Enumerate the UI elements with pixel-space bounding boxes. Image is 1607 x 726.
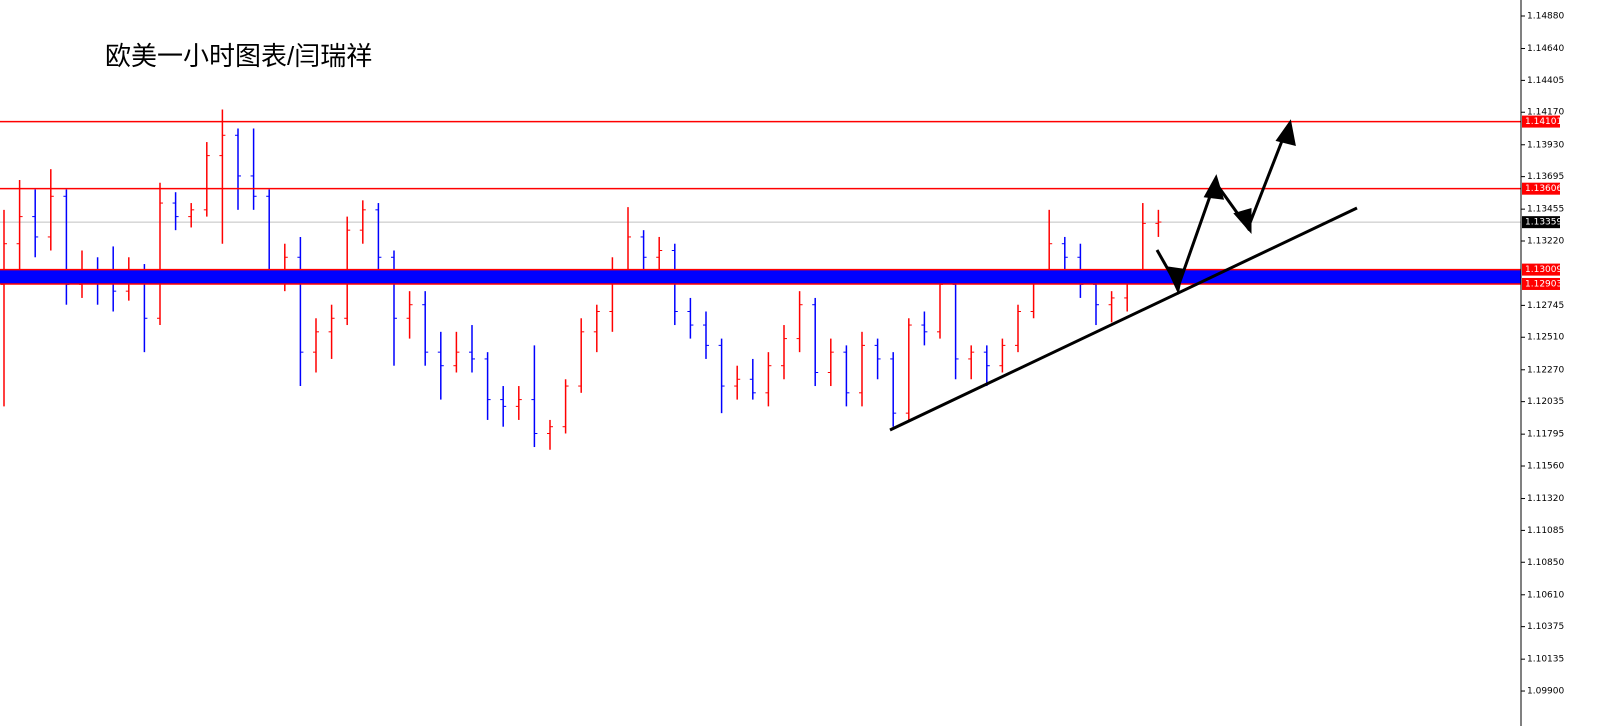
y-tick-label: 1.11320 xyxy=(1527,494,1564,504)
level-label: 1.13009 xyxy=(1525,265,1562,275)
y-tick-label: 1.11795 xyxy=(1527,430,1564,440)
y-tick-label: 1.10850 xyxy=(1527,558,1564,568)
level-label: 1.12903 xyxy=(1525,279,1562,289)
plot xyxy=(0,109,1521,450)
y-tick-label: 1.13455 xyxy=(1527,205,1564,215)
y-tick-label: 1.14880 xyxy=(1527,11,1564,21)
last-price-box xyxy=(1522,216,1560,229)
y-tick-label: 1.14405 xyxy=(1527,76,1564,86)
y-tick-label: 1.12510 xyxy=(1527,333,1564,343)
y-tick-label: 1.12270 xyxy=(1527,365,1564,375)
y-tick-label: 1.14170 xyxy=(1527,108,1564,118)
level-label-box xyxy=(1522,115,1560,128)
y-tick-label: 1.14640 xyxy=(1527,44,1564,54)
level-label: 1.13606 xyxy=(1525,184,1562,194)
arrow-head xyxy=(1233,208,1252,234)
y-tick-label: 1.13220 xyxy=(1527,237,1564,247)
level-label-box xyxy=(1522,263,1560,276)
arrow-head xyxy=(1203,174,1225,200)
last-price-label: 1.13359 xyxy=(1525,218,1562,228)
y-tick-label: 1.12745 xyxy=(1527,301,1564,311)
y-tick-label: 1.10135 xyxy=(1527,655,1564,665)
axis-labels: 1.14880 1.14640 1.14405 1.14170 1.13930 1.136… xyxy=(1521,11,1564,697)
y-tick-label: 1.09900 xyxy=(1527,687,1564,697)
chart-title: 欧美一小时图表/闫瑞祥 xyxy=(105,41,372,71)
support-zone xyxy=(0,269,1521,284)
level-label: 1.14101 xyxy=(1525,117,1562,127)
y-tick-label: 1.13695 xyxy=(1527,172,1564,182)
arrow-head xyxy=(1165,266,1184,295)
y-tick-label: 1.12035 xyxy=(1527,397,1564,407)
y-tick-label: 1.13930 xyxy=(1527,140,1564,150)
y-tick-label: 1.11560 xyxy=(1527,462,1564,472)
y-tick-label: 1.10375 xyxy=(1527,622,1564,632)
arrow-head xyxy=(1275,119,1296,147)
y-tick-label: 1.10610 xyxy=(1527,590,1564,600)
trend-line xyxy=(889,206,1358,432)
level-label-box xyxy=(1522,182,1560,195)
annotations xyxy=(889,119,1358,432)
y-tick-label: 1.11085 xyxy=(1527,526,1564,536)
level-label-box xyxy=(1522,277,1560,290)
